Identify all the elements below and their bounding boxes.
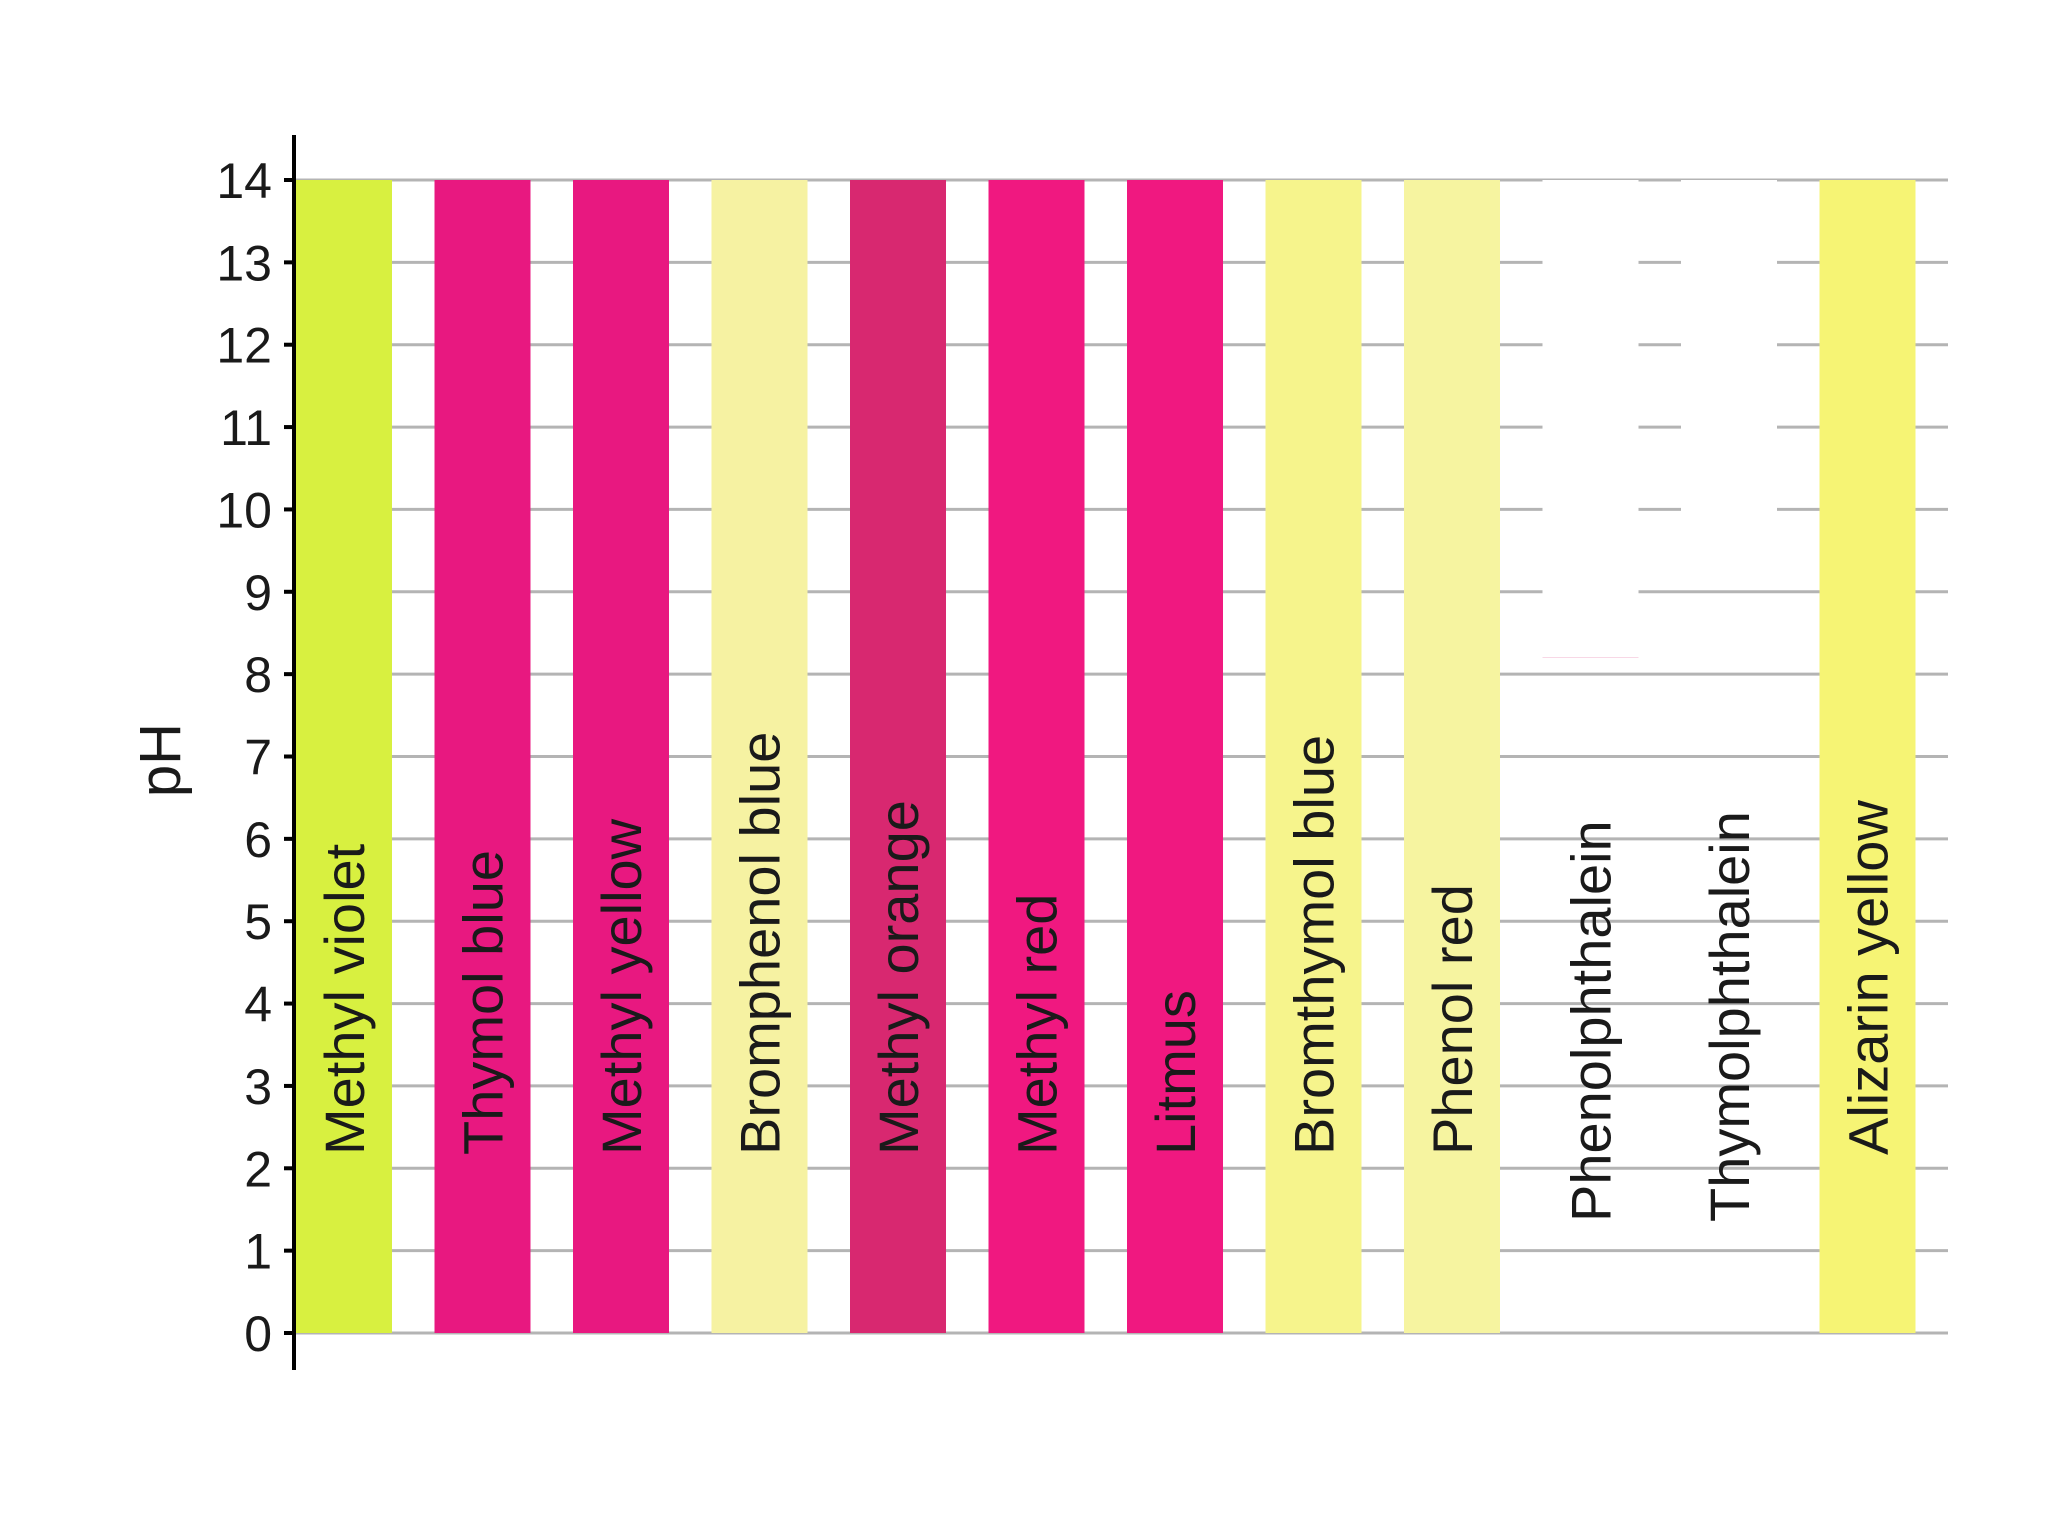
indicator-bar <box>296 180 392 1333</box>
y-tick-label: 7 <box>244 730 272 786</box>
indicator-bar <box>434 180 531 1333</box>
y-axis-title: pH <box>128 723 193 797</box>
y-tick-label: 2 <box>244 1141 272 1197</box>
indicator-label: Phenol red <box>1421 884 1484 1155</box>
y-tick-label: 11 <box>220 400 272 456</box>
indicator-label: Methyl red <box>1006 894 1069 1155</box>
y-tick-label: 5 <box>244 894 272 950</box>
indicator-bar <box>711 180 808 1333</box>
indicator-bar <box>1404 180 1500 1333</box>
indicator-bar <box>1542 180 1639 658</box>
y-tick-label: 3 <box>244 1059 272 1115</box>
indicator-label: Alizarin yellow <box>1837 800 1900 1155</box>
y-tick-label: 12 <box>216 318 272 374</box>
bar-label-layer: Methyl violet Thymol blue Methyl yellow Bro… <box>313 732 1900 1222</box>
grid-layer <box>296 178 1948 1335</box>
y-tick-label: 4 <box>244 977 272 1033</box>
indicator-label: Methyl violet <box>313 843 376 1155</box>
indicator-label: Methyl orange <box>867 800 930 1155</box>
indicator-label: Thymol blue <box>452 850 515 1155</box>
y-tick-label: 13 <box>216 235 272 291</box>
indicator-bar <box>1681 180 1777 559</box>
indicator-label: Bromphenol blue <box>729 732 792 1155</box>
indicator-bar <box>573 180 669 1333</box>
y-tick-label: 9 <box>244 565 272 621</box>
y-tick-label: 6 <box>244 812 272 868</box>
indicator-bar <box>1819 180 1916 1333</box>
indicator-bar <box>850 180 946 1333</box>
y-tick-label: 10 <box>216 482 272 538</box>
bar-layer <box>296 180 1916 1333</box>
y-tick-label: 1 <box>244 1224 272 1280</box>
indicator-label: Bromthymol blue <box>1283 735 1346 1155</box>
indicator-label: Thymolphthalein <box>1698 811 1761 1222</box>
indicator-bar <box>1127 180 1223 1333</box>
indicator-bar <box>988 180 1085 1333</box>
y-tick-label: 14 <box>216 153 272 209</box>
indicator-label: Methyl yellow <box>590 818 653 1155</box>
indicator-label: Phenolphthalein <box>1560 820 1623 1222</box>
y-tick-label: 0 <box>244 1306 272 1362</box>
indicator-bar <box>1265 180 1362 1333</box>
indicator-label: Litmus <box>1144 990 1207 1155</box>
y-tick-label: 8 <box>244 647 272 703</box>
